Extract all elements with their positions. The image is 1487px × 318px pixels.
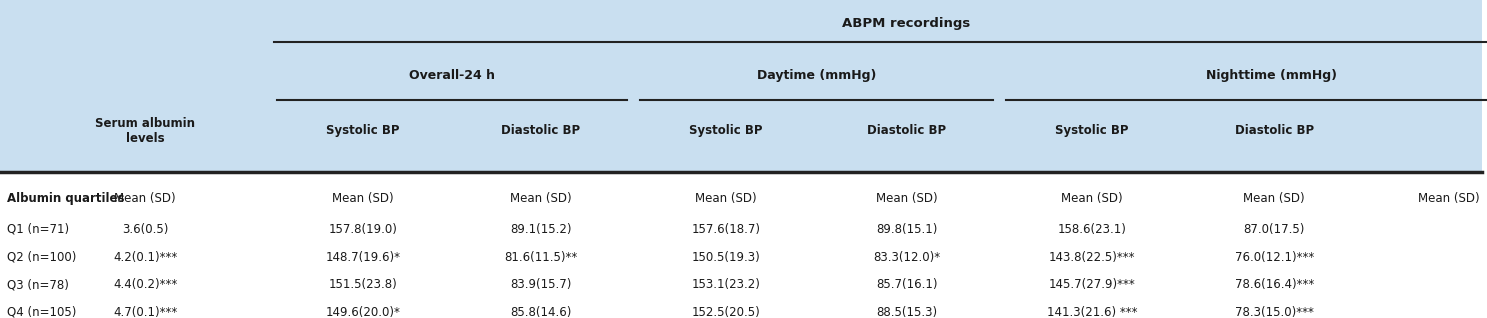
Text: Diastolic BP: Diastolic BP [867,124,946,137]
Text: 145.7(27.9)***: 145.7(27.9)*** [1048,278,1135,291]
Text: 89.8(15.1): 89.8(15.1) [876,223,937,236]
Text: Mean (SD): Mean (SD) [1062,192,1123,205]
Text: Diastolic BP: Diastolic BP [501,124,580,137]
Text: 153.1(23.2): 153.1(23.2) [691,278,760,291]
Text: Mean (SD): Mean (SD) [510,192,571,205]
Text: Mean (SD): Mean (SD) [114,192,175,205]
Text: Diastolic BP: Diastolic BP [1234,124,1313,137]
Text: Mean (SD): Mean (SD) [876,192,937,205]
Text: Mean (SD): Mean (SD) [332,192,394,205]
Text: 3.6(0.5): 3.6(0.5) [122,223,168,236]
Text: Q2 (n=100): Q2 (n=100) [7,251,77,264]
Text: 83.9(15.7): 83.9(15.7) [510,278,571,291]
Text: 141.3(21.6) ***: 141.3(21.6) *** [1047,306,1138,318]
Text: Q1 (n=71): Q1 (n=71) [7,223,70,236]
Text: 157.8(19.0): 157.8(19.0) [329,223,397,236]
Text: Daytime (mmHg): Daytime (mmHg) [757,69,876,82]
Text: 76.0(12.1)***: 76.0(12.1)*** [1234,251,1313,264]
Text: 83.3(12.0)*: 83.3(12.0)* [873,251,940,264]
FancyBboxPatch shape [0,0,1481,172]
Text: 89.1(15.2): 89.1(15.2) [510,223,571,236]
Text: 148.7(19.6)*: 148.7(19.6)* [326,251,400,264]
Text: Mean (SD): Mean (SD) [1243,192,1306,205]
Text: Systolic BP: Systolic BP [326,124,400,137]
Text: 152.5(20.5): 152.5(20.5) [691,306,760,318]
Text: Systolic BP: Systolic BP [1056,124,1129,137]
Text: 81.6(11.5)**: 81.6(11.5)** [504,251,577,264]
Text: 151.5(23.8): 151.5(23.8) [329,278,397,291]
Text: 149.6(20.0)*: 149.6(20.0)* [326,306,400,318]
Text: 150.5(19.3): 150.5(19.3) [691,251,760,264]
Text: ABPM recordings: ABPM recordings [842,17,970,30]
Text: 88.5(15.3): 88.5(15.3) [876,306,937,318]
Text: 4.4(0.2)***: 4.4(0.2)*** [113,278,177,291]
Text: 143.8(22.5)***: 143.8(22.5)*** [1048,251,1135,264]
Text: Overall-24 h: Overall-24 h [409,69,495,82]
Text: Mean (SD): Mean (SD) [694,192,757,205]
Text: Systolic BP: Systolic BP [688,124,763,137]
Text: Mean (SD): Mean (SD) [1419,192,1480,205]
Text: 85.7(16.1): 85.7(16.1) [876,278,937,291]
Text: 78.6(16.4)***: 78.6(16.4)*** [1234,278,1313,291]
Text: Nighttime (mmHg): Nighttime (mmHg) [1206,69,1337,82]
Text: Q3 (n=78): Q3 (n=78) [7,278,70,291]
Text: 78.3(15.0)***: 78.3(15.0)*** [1234,306,1313,318]
Text: Serum albumin
levels: Serum albumin levels [95,117,195,145]
Text: Q4 (n=105): Q4 (n=105) [7,306,77,318]
Text: Albumin quartiles: Albumin quartiles [7,192,125,205]
Text: 158.6(23.1): 158.6(23.1) [1057,223,1126,236]
Text: 4.7(0.1)***: 4.7(0.1)*** [113,306,177,318]
Text: 4.2(0.1)***: 4.2(0.1)*** [113,251,177,264]
Text: 157.6(18.7): 157.6(18.7) [691,223,760,236]
Text: 87.0(17.5): 87.0(17.5) [1243,223,1304,236]
Text: 85.8(14.6): 85.8(14.6) [510,306,571,318]
